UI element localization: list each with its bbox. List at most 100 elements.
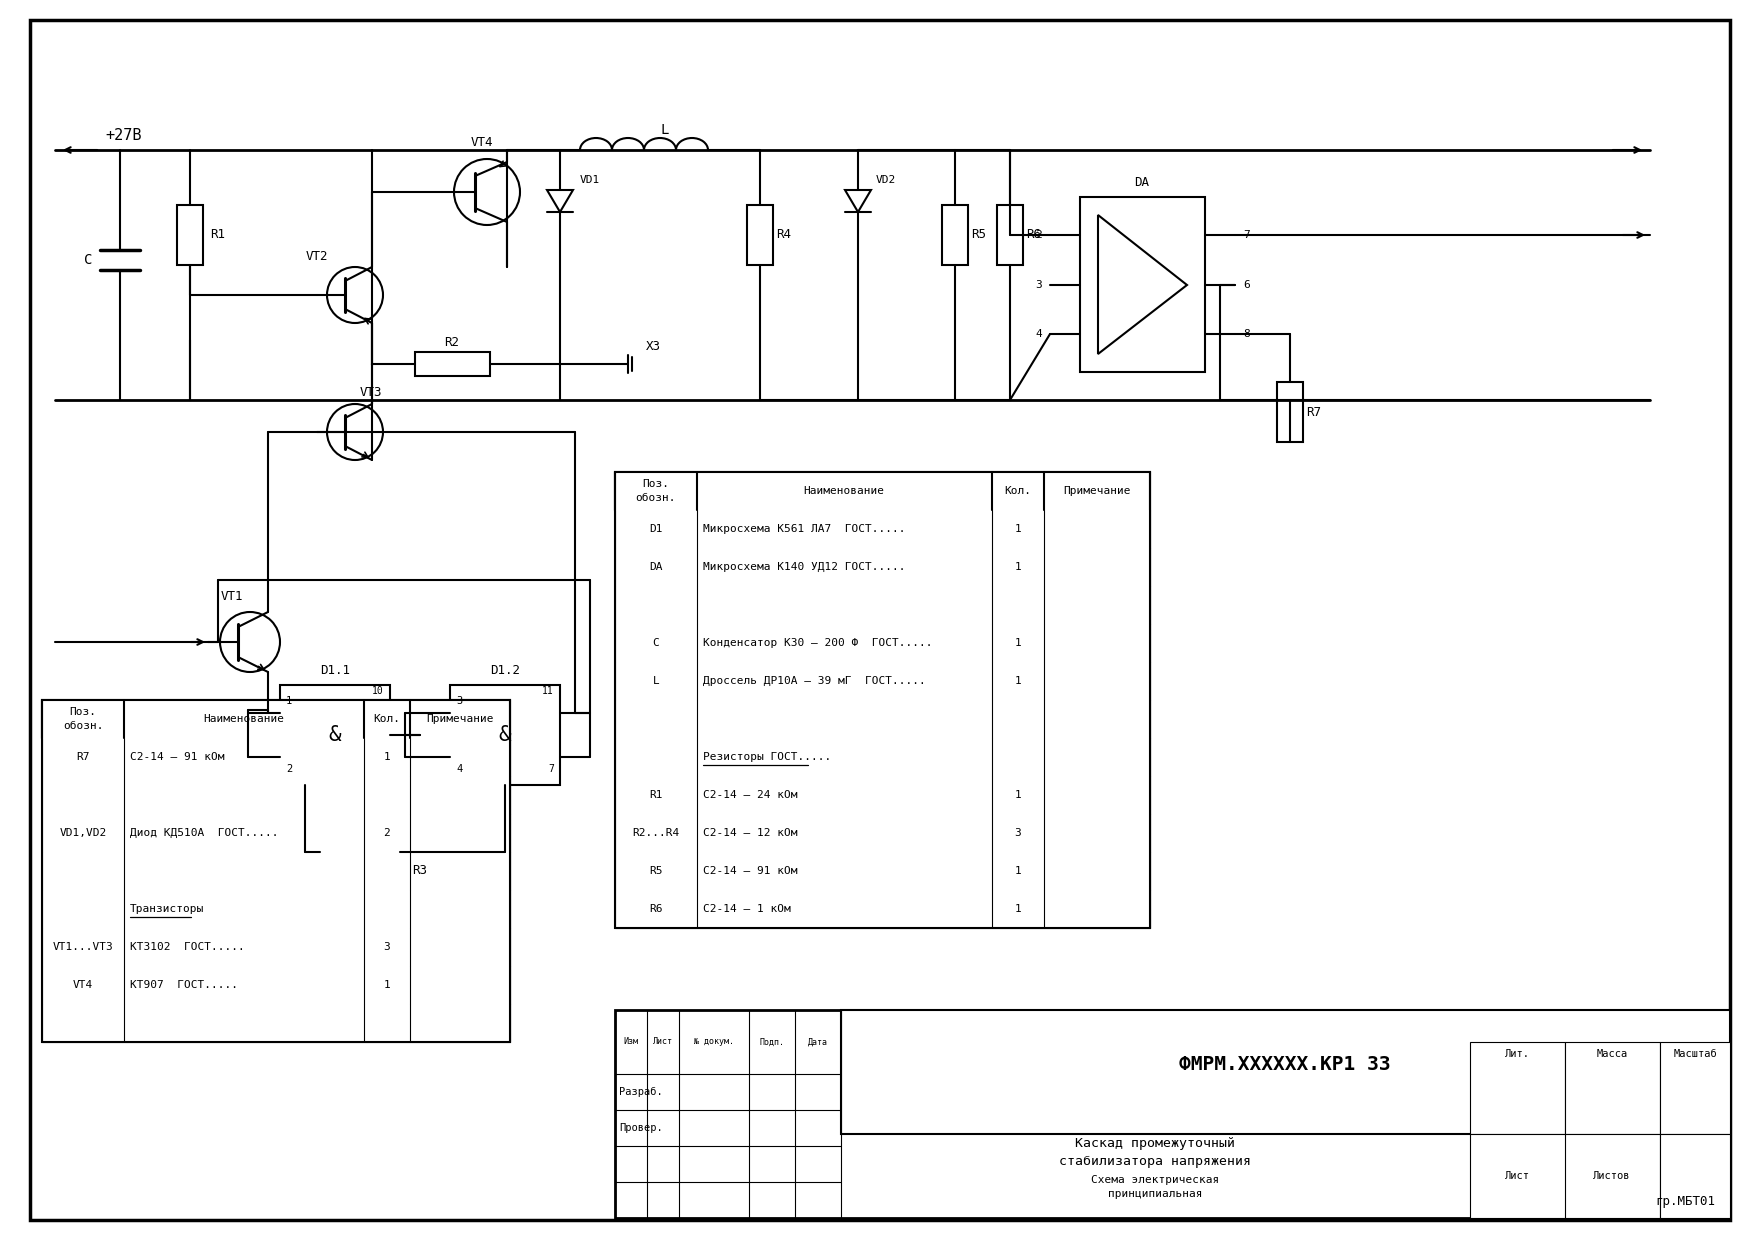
Text: VD2: VD2 <box>875 175 896 185</box>
Bar <box>616 776 1151 813</box>
Text: Лист: Лист <box>652 1038 674 1047</box>
Bar <box>616 701 1151 738</box>
Text: 8: 8 <box>1244 329 1251 339</box>
Text: L: L <box>652 676 660 686</box>
Text: VT2: VT2 <box>305 250 328 264</box>
Bar <box>1277 382 1303 441</box>
Text: VD1,VD2: VD1,VD2 <box>60 828 107 838</box>
Bar <box>42 701 510 738</box>
Polygon shape <box>547 190 574 212</box>
Text: 11: 11 <box>542 686 554 696</box>
Text: КТ907  ГОСТ.....: КТ907 ГОСТ..... <box>130 980 239 990</box>
Text: R7: R7 <box>1307 405 1321 419</box>
Text: Резисторы ГОСТ.....: Резисторы ГОСТ..... <box>703 751 831 763</box>
Text: Микросхема К561 ЛА7  ГОСТ.....: Микросхема К561 ЛА7 ГОСТ..... <box>703 525 905 534</box>
Text: 1: 1 <box>384 751 391 763</box>
Text: R6: R6 <box>649 904 663 914</box>
Text: Масштаб: Масштаб <box>1673 1049 1717 1059</box>
Text: DA: DA <box>1135 176 1149 190</box>
Text: R2: R2 <box>444 336 460 348</box>
Text: 3: 3 <box>384 942 391 952</box>
Text: C: C <box>652 639 660 649</box>
Bar <box>451 684 560 785</box>
Text: &: & <box>328 725 342 745</box>
Text: Лист: Лист <box>1505 1171 1529 1180</box>
Text: 1: 1 <box>1014 790 1021 800</box>
Text: 1: 1 <box>1014 639 1021 649</box>
Text: С2-14 – 12 кОм: С2-14 – 12 кОм <box>703 828 798 838</box>
Bar <box>616 624 1151 662</box>
Bar <box>942 205 968 265</box>
Bar <box>616 813 1151 852</box>
Text: С2-14 – 24 кОм: С2-14 – 24 кОм <box>703 790 798 800</box>
Text: R5: R5 <box>972 228 986 242</box>
Text: Схема электрическая: Схема электрическая <box>1091 1176 1219 1185</box>
Text: принципиальная: принципиальная <box>1109 1189 1201 1199</box>
Text: 3: 3 <box>1035 280 1042 290</box>
Text: VT1: VT1 <box>221 590 244 604</box>
Bar <box>42 776 510 813</box>
Bar <box>319 839 400 864</box>
Text: Кол.: Кол. <box>374 714 400 724</box>
Text: Диод КД510А  ГОСТ.....: Диод КД510А ГОСТ..... <box>130 828 279 838</box>
Bar <box>616 548 1151 587</box>
Text: Изм: Изм <box>623 1038 638 1047</box>
Text: Листов: Листов <box>1593 1171 1631 1180</box>
Text: 1: 1 <box>286 696 293 706</box>
Text: 3: 3 <box>1014 828 1021 838</box>
Text: R6: R6 <box>1026 228 1042 242</box>
Bar <box>177 205 203 265</box>
Bar <box>616 510 1151 548</box>
Bar <box>616 852 1151 890</box>
Text: VD1: VD1 <box>581 175 600 185</box>
Text: Масса: Масса <box>1596 1049 1628 1059</box>
Bar <box>616 472 1151 928</box>
Text: Дроссель ДР10А – 39 мГ  ГОСТ.....: Дроссель ДР10А – 39 мГ ГОСТ..... <box>703 676 926 686</box>
Text: D1.2: D1.2 <box>489 665 519 677</box>
Text: 1: 1 <box>1014 904 1021 914</box>
Text: гр.МБТ01: гр.МБТ01 <box>1656 1195 1715 1209</box>
Text: обозн.: обозн. <box>63 720 103 732</box>
Text: C: C <box>84 253 93 267</box>
Text: 7: 7 <box>547 764 554 774</box>
Text: 1: 1 <box>1014 866 1021 875</box>
Bar <box>616 1011 1729 1218</box>
Bar <box>42 890 510 928</box>
Text: Кол.: Кол. <box>1005 486 1031 496</box>
Text: Дата: Дата <box>809 1038 828 1047</box>
Text: ФМРМ.XXXXXX.КР1 ЗЗ: ФМРМ.XXXXXX.КР1 ЗЗ <box>1179 1054 1391 1074</box>
Text: 2: 2 <box>1035 229 1042 241</box>
Text: С2-14 – 1 кОм: С2-14 – 1 кОм <box>703 904 791 914</box>
Bar <box>281 684 389 785</box>
Text: С2-14 – 91 кОм: С2-14 – 91 кОм <box>703 866 798 875</box>
Text: R2...R4: R2...R4 <box>633 828 679 838</box>
Bar <box>416 352 489 376</box>
Text: 10: 10 <box>372 686 384 696</box>
Bar <box>42 813 510 852</box>
Text: 4: 4 <box>456 764 463 774</box>
Text: 7: 7 <box>1244 229 1251 241</box>
Text: 1: 1 <box>1014 562 1021 572</box>
Text: Лит.: Лит. <box>1505 1049 1529 1059</box>
Text: VT4: VT4 <box>470 135 493 149</box>
Bar <box>42 852 510 890</box>
Text: L: L <box>661 123 670 136</box>
Text: +27В: +27В <box>105 128 142 143</box>
Text: Подп.: Подп. <box>759 1038 784 1047</box>
Bar <box>840 1011 1729 1135</box>
Text: R5: R5 <box>649 866 663 875</box>
Text: Разраб.: Разраб. <box>619 1087 663 1097</box>
Bar <box>1659 1135 1729 1218</box>
Text: R3: R3 <box>412 863 428 877</box>
Text: R1: R1 <box>210 228 225 242</box>
Text: Примечание: Примечание <box>426 714 493 724</box>
Text: D1: D1 <box>649 525 663 534</box>
Text: № докум.: № докум. <box>695 1038 733 1047</box>
Text: VT1...VT3: VT1...VT3 <box>53 942 114 952</box>
Text: обозн.: обозн. <box>635 494 677 503</box>
Bar <box>616 472 1151 510</box>
Text: 2: 2 <box>384 828 391 838</box>
Bar <box>616 738 1151 776</box>
Bar <box>42 738 510 776</box>
Bar <box>42 701 510 1042</box>
